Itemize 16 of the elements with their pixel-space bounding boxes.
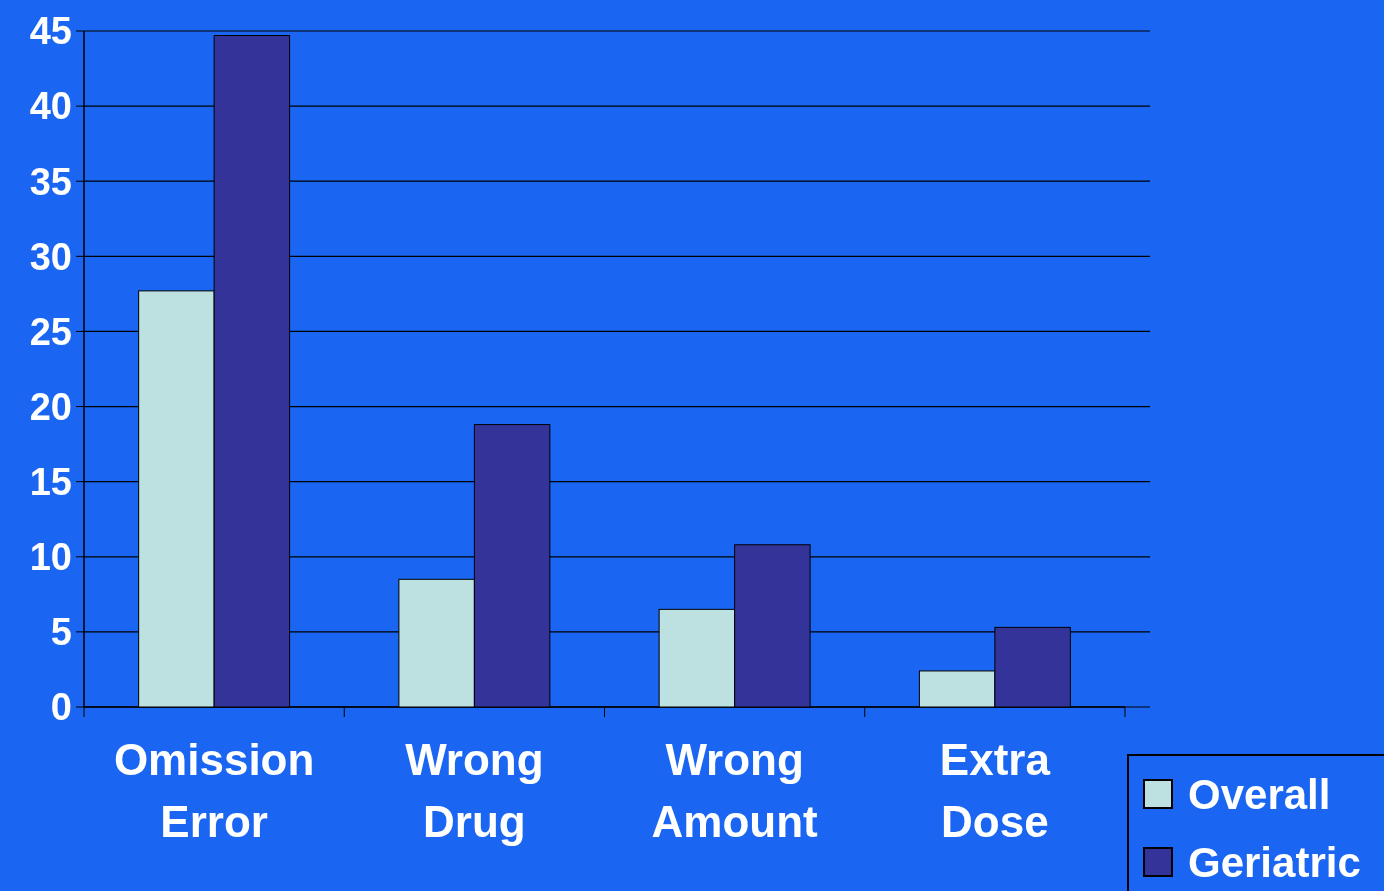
legend-label: Geriatric <box>1188 838 1361 886</box>
y-tick-label: 35 <box>29 160 72 203</box>
x-tick-label: Wrong Amount <box>651 735 819 846</box>
y-tick-label: 30 <box>29 235 72 278</box>
y-tick-label: 45 <box>29 10 72 53</box>
x-tick-label: Extra Dose <box>939 735 1051 846</box>
y-tick-label: 25 <box>29 310 72 353</box>
y-tick-label: 0 <box>50 686 72 729</box>
x-tick-label: Wrong Drug <box>405 735 544 846</box>
y-tick-label: 40 <box>29 85 72 128</box>
y-tick-label: 20 <box>29 385 72 428</box>
y-tick-label: 15 <box>29 460 72 503</box>
y-tick-label: 10 <box>29 536 72 579</box>
x-tick-label: Omission Error <box>113 735 315 846</box>
legend-label: Overall <box>1188 770 1331 818</box>
y-tick-label: 5 <box>50 611 72 654</box>
